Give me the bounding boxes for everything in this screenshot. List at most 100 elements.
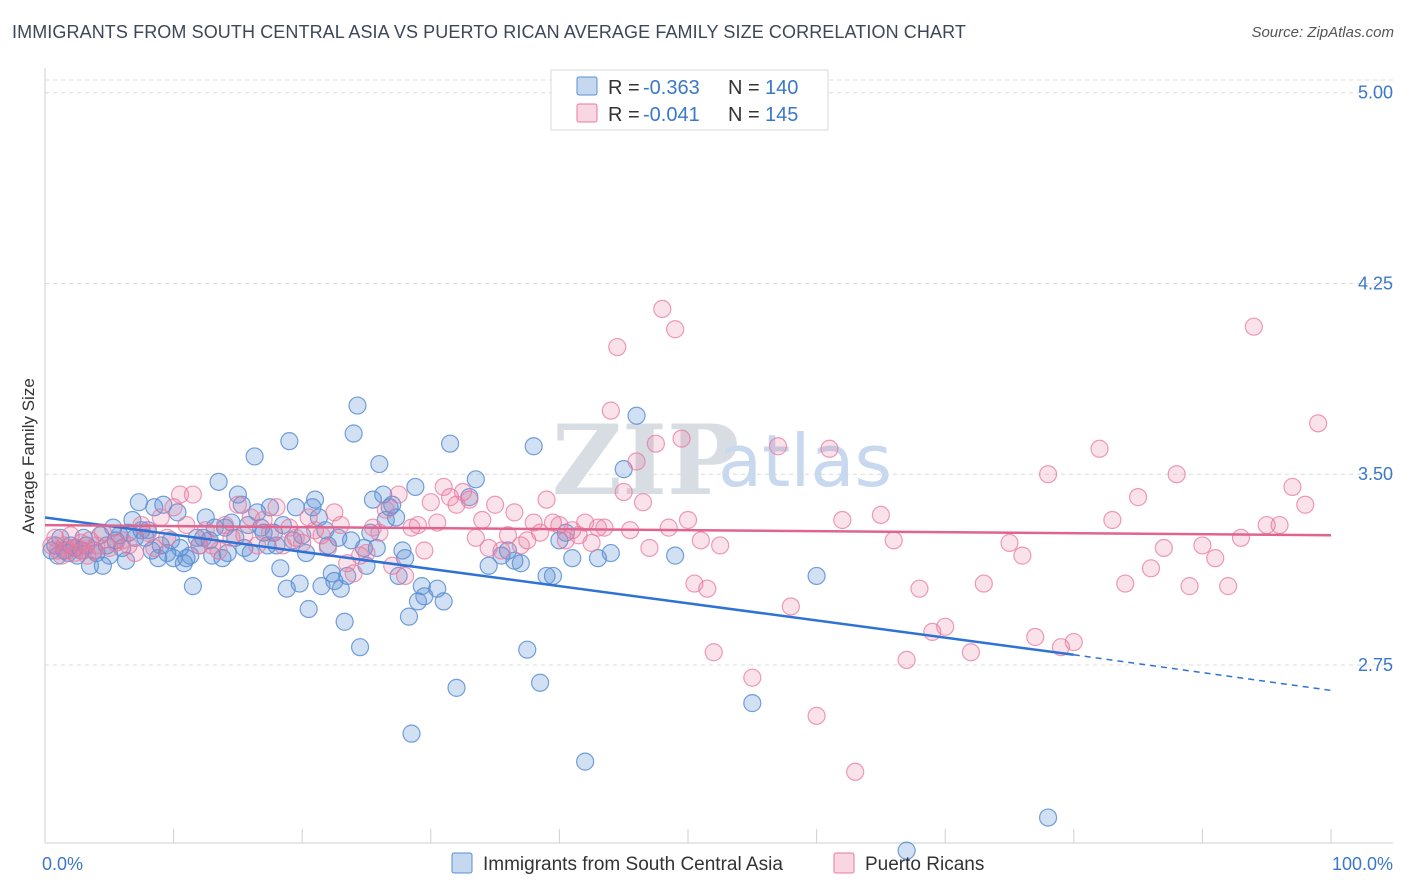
y-tick-label: 3.50: [1358, 464, 1393, 484]
data-point-blue: [271, 559, 290, 578]
data-point-pink: [846, 762, 865, 781]
data-point-blue: [129, 493, 148, 512]
data-point-blue: [531, 673, 550, 692]
data-point-pink: [781, 597, 800, 616]
data-point-pink: [145, 538, 164, 558]
data-point-pink: [415, 541, 434, 560]
data-point-pink: [627, 452, 646, 471]
data-point-blue: [1038, 808, 1058, 827]
data-point-blue: [447, 678, 466, 697]
data-point-blue: [170, 538, 190, 558]
data-point-pink: [1128, 488, 1148, 507]
data-point-pink: [460, 490, 479, 509]
data-point-blue: [350, 638, 370, 657]
data-point-pink: [1038, 465, 1058, 484]
data-point-pink: [743, 668, 762, 687]
data-point-pink: [428, 513, 447, 532]
data-point-pink: [84, 541, 103, 560]
data-point-blue: [518, 640, 537, 659]
data-point-pink: [807, 706, 826, 725]
data-point-pink: [884, 531, 903, 550]
data-point-blue: [305, 490, 325, 509]
data-point-blue: [627, 406, 646, 425]
data-point-pink: [820, 439, 839, 458]
data-point-blue: [335, 612, 354, 631]
legend-n-label-pink: N =: [728, 104, 760, 126]
data-point-blue: [209, 472, 228, 491]
data-point-pink: [974, 574, 993, 593]
data-point-pink: [395, 566, 415, 586]
data-point-pink: [486, 495, 505, 514]
data-point-pink: [1167, 465, 1186, 484]
bottom-legend: Immigrants from South Central Asia Puert…: [451, 852, 984, 875]
data-point-blue: [807, 566, 826, 586]
data-point-pink: [588, 518, 608, 537]
legend: R = -0.363 N = 140 R = -0.041 N = 145: [550, 69, 829, 131]
data-point-blue: [399, 607, 419, 626]
data-point-blue: [576, 752, 595, 771]
data-point-pink: [537, 490, 556, 509]
data-point-pink: [1309, 414, 1328, 433]
data-point-blue: [174, 554, 193, 573]
data-point-blue: [511, 554, 530, 573]
legend-r-value-pink: -0.041: [643, 104, 700, 126]
data-point-blue: [386, 508, 406, 527]
data-point-pink: [897, 650, 916, 669]
data-point-blue: [406, 477, 425, 497]
data-point-pink: [711, 536, 730, 555]
y-tick-label: 5.00: [1358, 83, 1393, 103]
data-point-pink: [1270, 515, 1289, 535]
data-point-pink: [196, 521, 215, 540]
data-point-blue: [280, 432, 299, 451]
data-point-blue: [299, 599, 318, 619]
data-point-pink: [389, 485, 408, 504]
data-point-blue: [897, 841, 916, 860]
data-point-pink: [646, 434, 665, 453]
data-point-pink: [961, 643, 981, 662]
data-point-pink: [498, 526, 518, 545]
data-point-pink: [704, 643, 723, 662]
data-point-pink: [1000, 533, 1019, 552]
data-point-pink: [595, 518, 614, 537]
legend-n-label-blue: N =: [728, 77, 760, 99]
legend-r-value-blue: -0.363: [643, 77, 700, 99]
data-point-pink: [1283, 477, 1302, 497]
legend-row-blue: R = -0.363 N = 140: [576, 76, 798, 99]
data-point-pink: [183, 485, 202, 504]
bottom-legend-swatch-blue: [451, 852, 473, 874]
x-tick-labels: 0.0% 100.0%: [42, 854, 1393, 874]
data-point-pink: [473, 510, 492, 530]
data-point-pink: [1154, 538, 1173, 558]
data-point-pink: [1103, 510, 1122, 530]
data-point-pink: [698, 579, 717, 598]
data-point-pink: [1193, 536, 1212, 555]
data-point-pink: [209, 541, 228, 560]
data-point-pink: [331, 515, 350, 535]
data-point-pink: [125, 543, 145, 563]
data-point-pink: [492, 541, 511, 560]
data-point-blue: [245, 447, 264, 466]
data-point-blue: [290, 574, 309, 593]
data-point-pink: [1219, 577, 1238, 596]
data-point-blue: [601, 543, 620, 563]
data-point-pink: [608, 337, 627, 357]
data-point-blue: [344, 424, 363, 443]
trend-lines: [44, 516, 1332, 692]
bottom-legend-label-blue: Immigrants from South Central Asia: [483, 854, 783, 875]
data-point-pink: [376, 500, 395, 519]
data-point-blue: [348, 396, 367, 415]
legend-r-label-blue: R =: [608, 77, 640, 99]
series-blue-points: [42, 396, 1058, 860]
data-point-pink: [170, 485, 190, 504]
data-point-pink: [524, 513, 543, 532]
data-point-pink: [453, 482, 473, 502]
data-point-blue: [367, 538, 386, 558]
watermark-atlas: atlas: [718, 419, 892, 503]
data-point-pink: [408, 515, 428, 535]
y-tick-label: 2.75: [1358, 655, 1393, 675]
data-point-pink: [228, 495, 247, 514]
data-point-blue: [550, 531, 569, 550]
legend-r-label-pink: R =: [608, 104, 640, 126]
data-point-pink: [640, 538, 659, 558]
